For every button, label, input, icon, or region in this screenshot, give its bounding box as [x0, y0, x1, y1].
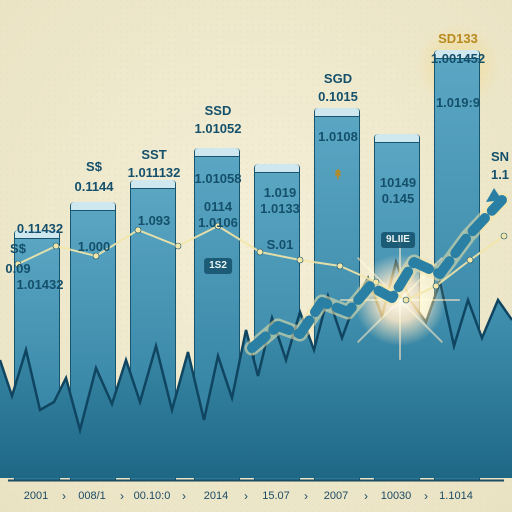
x-tick-3: 2014 [204, 490, 228, 502]
bar-3 [194, 148, 240, 480]
bar-label-22: ↟ [333, 168, 344, 183]
x-tick-sep: › [364, 489, 368, 503]
bar-label-26: SD133 [438, 32, 478, 47]
bar-label-5: 0.1144 [74, 180, 113, 195]
bar-label-27: 1.001452 [431, 52, 485, 67]
bar-label-3: 1.01432 [17, 278, 64, 293]
bar-label-23: 10149 [380, 176, 416, 191]
bar-label-19: SGD [324, 72, 352, 87]
x-tick-sep: › [182, 489, 186, 503]
bar-label-10: SSD [205, 104, 232, 119]
bar-label-11: 1.01052 [195, 122, 242, 137]
bar-label-12: 1.01058 [195, 172, 242, 187]
bar-label-20: 0.1015 [318, 90, 358, 105]
chart-canvas: S$ 0.09 0.11432 1.01432 S$ 0.1144 1.000 SST 1.01… [0, 0, 512, 512]
x-tick-7: 1.1014 [439, 490, 473, 502]
bar-label-1: 0.09 [5, 262, 30, 277]
x-tick-4: 15.07 [262, 490, 290, 502]
bar-label-28: 1.019:9 [436, 96, 480, 111]
bar-label-2: 0.11432 [17, 222, 63, 237]
x-tick-1: 008/1 [78, 490, 106, 502]
x-tick-5: 2007 [324, 490, 348, 502]
x-axis: 2001 › 008/1 › 00.10:0 › 2014 › 15.07 › 2007 › 10030… [0, 482, 512, 510]
bar-label-29: SN [491, 150, 509, 165]
x-tick-0: 2001 [24, 490, 48, 502]
x-tick-6: 10030 [381, 490, 412, 502]
bar-label-9: 1.093 [138, 214, 171, 229]
x-tick-sep: › [120, 489, 124, 503]
x-tick-sep: › [304, 489, 308, 503]
bar-label-18: S.01 [267, 238, 294, 253]
x-tick-2: 00.10:0 [134, 490, 171, 502]
bar-label-17: 1.0133 [260, 202, 300, 217]
bar-label-14: 1.0106 [198, 216, 238, 231]
x-tick-sep: › [62, 489, 66, 503]
bar-label-0: S$ [10, 242, 26, 257]
bar-label-21: 1.0108 [318, 130, 358, 145]
bar-label-24: 0.145 [382, 192, 415, 207]
bar-label-13: 0114 [204, 200, 232, 215]
bar-label-4: S$ [86, 160, 102, 175]
bar-label-6: 1.000 [78, 240, 111, 255]
bar-label-30: 1.1 [491, 168, 509, 183]
x-tick-sep: › [244, 489, 248, 503]
bar-5 [314, 108, 360, 480]
bar-7 [434, 50, 480, 480]
x-tick-sep: › [424, 489, 428, 503]
bar-label-8: 1.011132 [128, 166, 181, 181]
bar-label-7: SST [141, 148, 166, 163]
bar-label-25: 9LIIE [381, 232, 415, 248]
bar-label-16: 1.019 [264, 186, 297, 201]
bar-label-15: 1S2 [204, 258, 232, 274]
